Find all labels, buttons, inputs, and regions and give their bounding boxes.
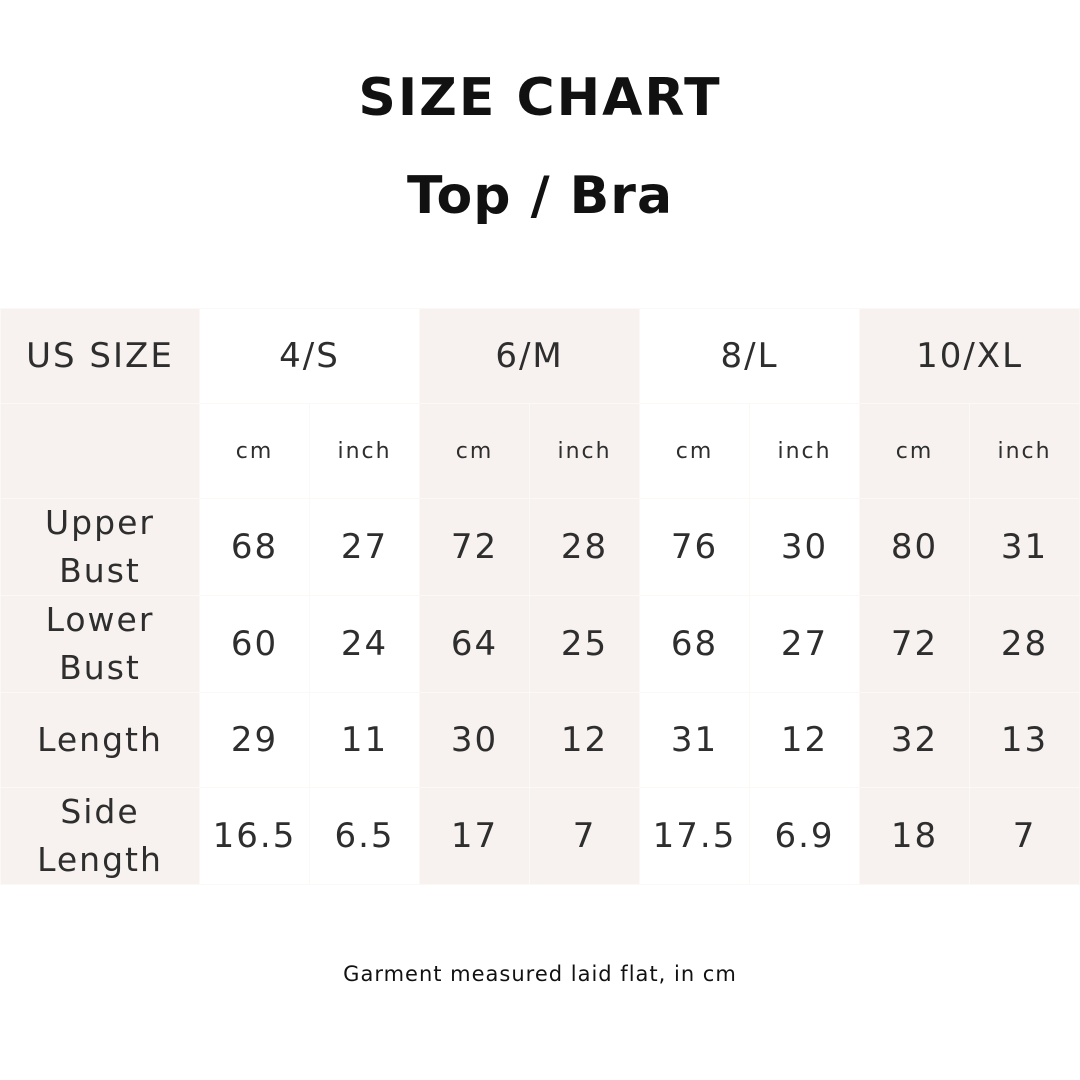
measurement-cell: 32 [859,692,971,788]
measurement-cell: 76 [639,498,751,596]
measurement-note: Garment measured laid flat, in cm [343,962,737,986]
unit-header: inch [308,403,421,499]
measurement-cell: 27 [308,498,421,596]
unit-header: inch [969,403,1080,499]
row-label: Length [0,692,200,788]
corner-header: US SIZE [0,308,200,404]
measurement-cell: 27 [749,595,861,693]
measurement-cell: 29 [199,692,310,788]
measurement-cell: 7 [529,787,641,885]
measurement-cell: 18 [859,787,971,885]
measurement-cell: 68 [639,595,751,693]
table-row: Lower Bust 60 24 64 25 68 27 72 28 [0,595,1080,693]
unit-header: inch [749,403,861,499]
unit-header: cm [859,403,971,499]
size-header: 8/L [639,308,861,404]
measurement-cell: 7 [969,787,1080,885]
measurement-cell: 60 [199,595,310,693]
measurement-cell: 17.5 [639,787,751,885]
measurement-cell: 13 [969,692,1080,788]
table-row: Length 29 11 30 12 31 12 32 13 [0,692,1080,788]
measurement-cell: 6.9 [749,787,861,885]
page-title: SIZE CHART [358,68,722,128]
unit-header: inch [529,403,641,499]
row-label: Lower Bust [0,595,200,693]
measurement-cell: 30 [749,498,861,596]
table-row: Upper Bust 68 27 72 28 76 30 80 31 [0,498,1080,596]
measurement-cell: 30 [419,692,531,788]
measurement-cell: 72 [859,595,971,693]
table-row: Side Length 16.5 6.5 17 7 17.5 6.9 18 7 [0,787,1080,885]
measurement-cell: 11 [308,692,421,788]
measurement-cell: 25 [529,595,641,693]
measurement-cell: 80 [859,498,971,596]
measurement-cell: 16.5 [199,787,310,885]
measurement-cell: 68 [199,498,310,596]
measurement-cell: 28 [969,595,1080,693]
row-label: Upper Bust [0,498,200,596]
size-header: 10/XL [859,308,1080,404]
row-label: Side Length [0,787,200,885]
unit-row: cm inch cm inch cm inch cm inch [0,403,1080,499]
measurement-cell: 28 [529,498,641,596]
page-subtitle: Top / Bra [406,166,674,226]
measurement-cell: 6.5 [308,787,421,885]
size-header: 6/M [419,308,641,404]
unit-header: cm [199,403,310,499]
measurement-cell: 12 [529,692,641,788]
measurement-cell: 17 [419,787,531,885]
empty-cell [0,403,200,499]
measurement-cell: 31 [969,498,1080,596]
unit-header: cm [639,403,751,499]
size-header: 4/S [198,308,421,404]
measurement-cell: 12 [749,692,861,788]
measurement-cell: 64 [419,595,531,693]
size-chart-table: US SIZE 4/S 6/M 8/L 10/XL cm inch cm inch cm inch c… [0,308,1080,885]
measurement-cell: 72 [419,498,531,596]
header-row: US SIZE 4/S 6/M 8/L 10/XL [0,308,1080,404]
measurement-cell: 31 [639,692,751,788]
measurement-cell: 24 [308,595,421,693]
unit-header: cm [419,403,531,499]
